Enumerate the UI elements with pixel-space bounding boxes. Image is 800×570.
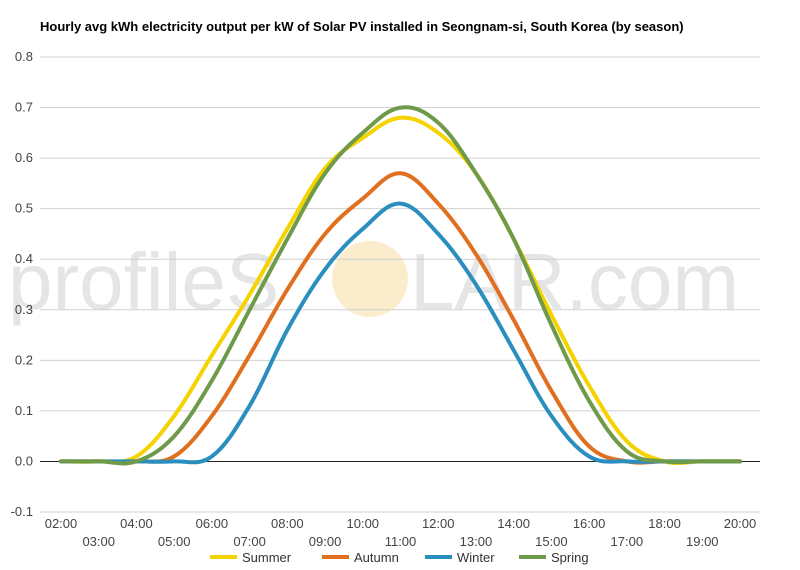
legend-label: Autumn bbox=[354, 550, 399, 565]
x-tick-label: 15:00 bbox=[535, 534, 568, 549]
x-tick-label: 18:00 bbox=[648, 516, 681, 531]
series-summer bbox=[59, 115, 742, 466]
watermark: profileS LAR.com bbox=[8, 237, 739, 326]
x-tick-label: 13:00 bbox=[460, 534, 493, 549]
y-tick-label: 0.5 bbox=[15, 201, 33, 216]
legend-label: Spring bbox=[551, 550, 589, 565]
watermark-text-right: LAR.com bbox=[410, 237, 739, 326]
x-tick-label: 07:00 bbox=[233, 534, 266, 549]
y-tick-label: 0.1 bbox=[15, 403, 33, 418]
series-line-winter bbox=[59, 201, 742, 465]
watermark-sun-icon bbox=[332, 241, 408, 317]
y-axis: 0.8 0.7 0.6 0.5 0.4 0.3 0.2 0.1 0.0 -0.1 bbox=[11, 49, 33, 519]
legend-item-winter[interactable]: Winter bbox=[425, 550, 495, 565]
y-tick-label: 0.4 bbox=[15, 251, 33, 266]
y-tick-label: -0.1 bbox=[11, 504, 33, 519]
series-line-summer bbox=[59, 115, 742, 466]
x-tick-label: 02:00 bbox=[45, 516, 78, 531]
chart-title: Hourly avg kWh electricity output per kW… bbox=[40, 19, 684, 34]
x-tick-label: 11:00 bbox=[385, 534, 417, 549]
x-tick-label: 17:00 bbox=[611, 534, 644, 549]
y-tick-label: 0.3 bbox=[15, 302, 33, 317]
x-tick-label: 05:00 bbox=[158, 534, 191, 549]
x-tick-label: 19:00 bbox=[686, 534, 719, 549]
x-tick-label: 20:00 bbox=[724, 516, 757, 531]
series-winter bbox=[59, 201, 742, 465]
y-tick-label: 0.0 bbox=[15, 453, 33, 468]
x-tick-label: 10:00 bbox=[347, 516, 380, 531]
y-tick-label: 0.6 bbox=[15, 150, 33, 165]
legend-item-autumn[interactable]: Autumn bbox=[322, 550, 399, 565]
x-tick-label: 08:00 bbox=[271, 516, 304, 531]
x-tick-label: 16:00 bbox=[573, 516, 606, 531]
legend-item-spring[interactable]: Spring bbox=[519, 550, 589, 565]
y-tick-label: 0.2 bbox=[15, 352, 33, 367]
series-lines bbox=[59, 105, 742, 466]
x-tick-label: 12:00 bbox=[422, 516, 455, 531]
watermark-text-left: profileS bbox=[8, 237, 279, 326]
legend-label: Summer bbox=[242, 550, 292, 565]
series-line-spring bbox=[59, 105, 742, 466]
legend-item-summer[interactable]: Summer bbox=[210, 550, 292, 565]
y-tick-label: 0.7 bbox=[15, 100, 33, 115]
x-tick-label: 03:00 bbox=[82, 534, 115, 549]
x-tick-label: 09:00 bbox=[309, 534, 342, 549]
y-tick-label: 0.8 bbox=[15, 49, 33, 64]
x-tick-label: 14:00 bbox=[497, 516, 530, 531]
legend: Summer Autumn Winter Spring bbox=[210, 550, 589, 565]
x-tick-label: 04:00 bbox=[120, 516, 153, 531]
x-axis: 02:00 03:00 04:00 05:00 06:00 07:00 08:00 09:00… bbox=[45, 516, 757, 549]
x-tick-label: 06:00 bbox=[196, 516, 229, 531]
series-spring bbox=[59, 105, 742, 466]
legend-label: Winter bbox=[457, 550, 495, 565]
